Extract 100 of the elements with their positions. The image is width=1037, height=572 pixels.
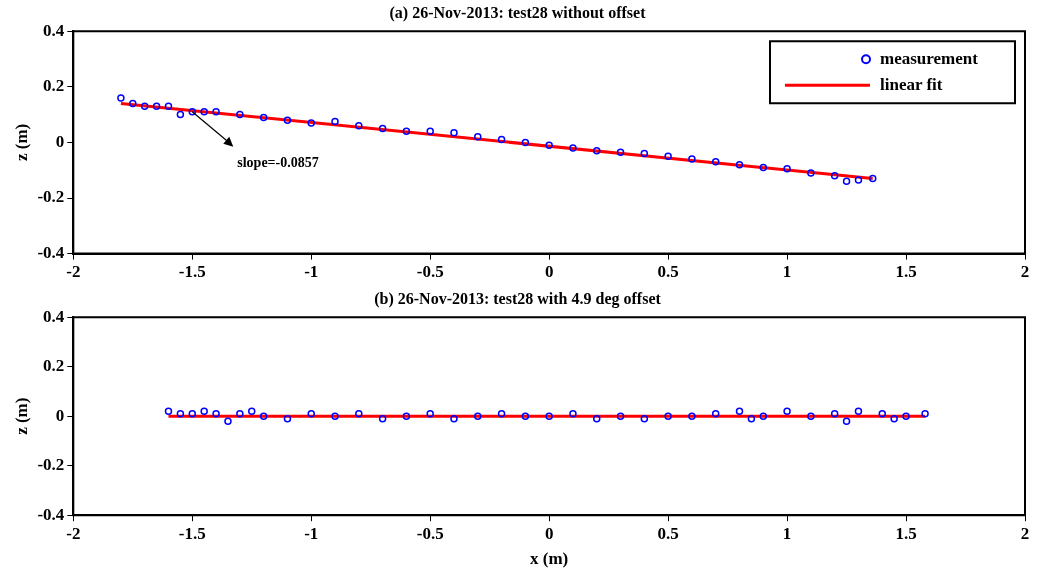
point: [545, 141, 553, 149]
point: [783, 165, 791, 173]
point: [545, 412, 553, 420]
y-tick-label: 0.4: [43, 306, 65, 326]
point: [868, 174, 877, 183]
point: [854, 407, 863, 415]
point: [224, 417, 232, 425]
point: [521, 412, 530, 420]
y-tick-label: 0.4: [43, 20, 65, 40]
point: [307, 119, 315, 127]
x-tick-label: 2: [1020, 262, 1030, 282]
legend-label: linear fit: [880, 74, 943, 94]
point: [164, 407, 173, 415]
point: [735, 407, 744, 415]
y-axis-title: z (m): [11, 123, 31, 162]
point: [830, 172, 839, 180]
point: [236, 110, 244, 119]
point: [783, 407, 791, 415]
x-tick-label: -1.5: [178, 262, 206, 282]
annotation: slope=-0.0857: [237, 155, 319, 171]
x-tick-label: -2: [66, 523, 81, 543]
y-axis-title: z (m): [11, 397, 31, 435]
point: [616, 412, 625, 420]
point: [688, 412, 696, 420]
point: [521, 138, 530, 147]
point: [355, 121, 363, 130]
point: [176, 110, 185, 119]
point: [212, 409, 220, 418]
y-tick-label: -0.4: [37, 242, 65, 262]
point: [402, 412, 411, 420]
x-tick-label: 0: [544, 523, 554, 543]
x-tick-label: -1: [304, 262, 319, 282]
x-tick-label: 0.5: [657, 262, 679, 282]
point: [331, 117, 339, 126]
y-tick-label: 0: [55, 131, 65, 151]
x-tick-label: 1.5: [895, 262, 917, 282]
point: [188, 409, 197, 418]
point: [569, 144, 577, 152]
point: [747, 414, 756, 423]
point: [735, 160, 744, 169]
x-axis-title: x (m): [530, 549, 569, 569]
y-tick-label: 0.2: [43, 356, 65, 376]
point: [355, 409, 363, 418]
point: [200, 108, 208, 116]
point: [236, 409, 244, 418]
point: [711, 158, 720, 166]
point: [664, 152, 672, 161]
point: [259, 412, 268, 420]
point: [902, 412, 910, 420]
point: [759, 412, 768, 420]
point: [688, 155, 696, 163]
point: [307, 409, 315, 418]
y-tick-label: 0: [55, 405, 65, 425]
x-tick-label: 0.5: [657, 523, 679, 543]
point: [664, 412, 672, 420]
point: [569, 409, 577, 418]
point: [331, 412, 339, 420]
x-tick-label: 1: [782, 262, 792, 282]
point: [378, 414, 387, 423]
point: [830, 409, 839, 418]
x-tick-label: -2: [66, 262, 81, 282]
point: [283, 116, 292, 124]
point: [592, 146, 601, 155]
point: [129, 99, 137, 108]
x-tick-label: -0.5: [416, 262, 444, 282]
point: [711, 409, 720, 418]
point: [854, 176, 863, 184]
y-tick-label: -0.4: [37, 504, 65, 524]
point: [450, 414, 458, 423]
point: [117, 94, 125, 102]
point: [807, 412, 815, 420]
point: [188, 108, 197, 116]
point: [402, 127, 411, 136]
x-tick-label: -0.5: [416, 523, 444, 543]
x-tick-label: 1.5: [895, 523, 917, 543]
point: [283, 414, 292, 423]
point: [474, 412, 482, 420]
point: [640, 414, 649, 423]
point: [259, 113, 268, 122]
point: [212, 108, 220, 116]
point: [842, 417, 851, 425]
x-tick-label: -1: [304, 523, 319, 543]
point: [842, 177, 851, 186]
point: [426, 409, 434, 418]
x-tick-label: 0: [544, 262, 554, 282]
point: [200, 407, 208, 415]
point: [474, 133, 482, 141]
point: [248, 407, 256, 415]
point: [640, 149, 649, 158]
y-tick-label: -0.2: [37, 455, 65, 475]
point: [616, 148, 625, 156]
point: [426, 127, 434, 136]
point: [176, 409, 185, 418]
point: [592, 414, 601, 423]
point: [152, 102, 161, 111]
point: [164, 102, 173, 111]
point: [378, 124, 387, 133]
point: [497, 409, 506, 418]
x-tick-label: 1: [782, 523, 792, 543]
x-tick-label: -1.5: [178, 523, 206, 543]
